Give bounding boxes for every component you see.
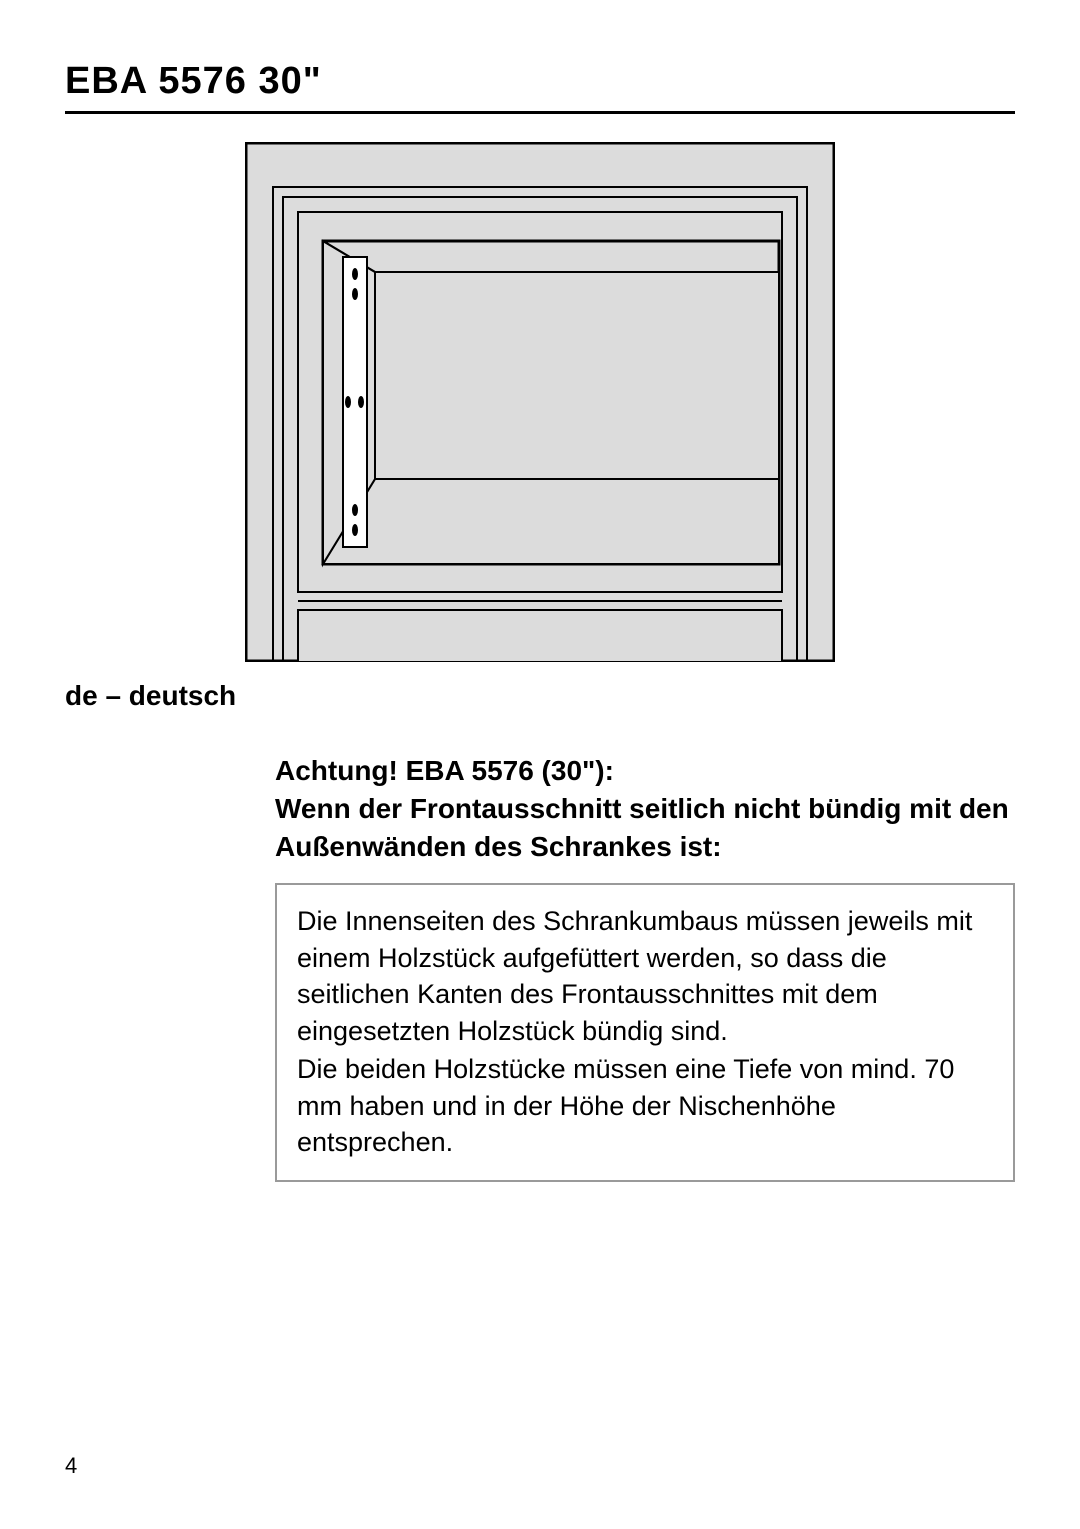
- note-paragraph-2: Die beiden Holzstücke müssen eine Tiefe …: [297, 1051, 993, 1160]
- language-label: de – deutsch: [65, 680, 1015, 712]
- note-box: Die Innenseiten des Schrankumbaus müssen…: [275, 883, 1015, 1182]
- diagram-container: [65, 142, 1015, 662]
- page-title: EBA 5576 30": [65, 60, 1015, 114]
- warning-line1: Achtung! EBA 5576 (30"):: [275, 755, 614, 786]
- installation-diagram: [245, 142, 835, 662]
- warning-line2: Wenn der Frontausschnitt seitlich nicht …: [275, 793, 1009, 862]
- warning-heading: Achtung! EBA 5576 (30"): Wenn der Fronta…: [275, 752, 1015, 865]
- page-number: 4: [65, 1453, 77, 1479]
- note-paragraph-1: Die Innenseiten des Schrankumbaus müssen…: [297, 903, 993, 1049]
